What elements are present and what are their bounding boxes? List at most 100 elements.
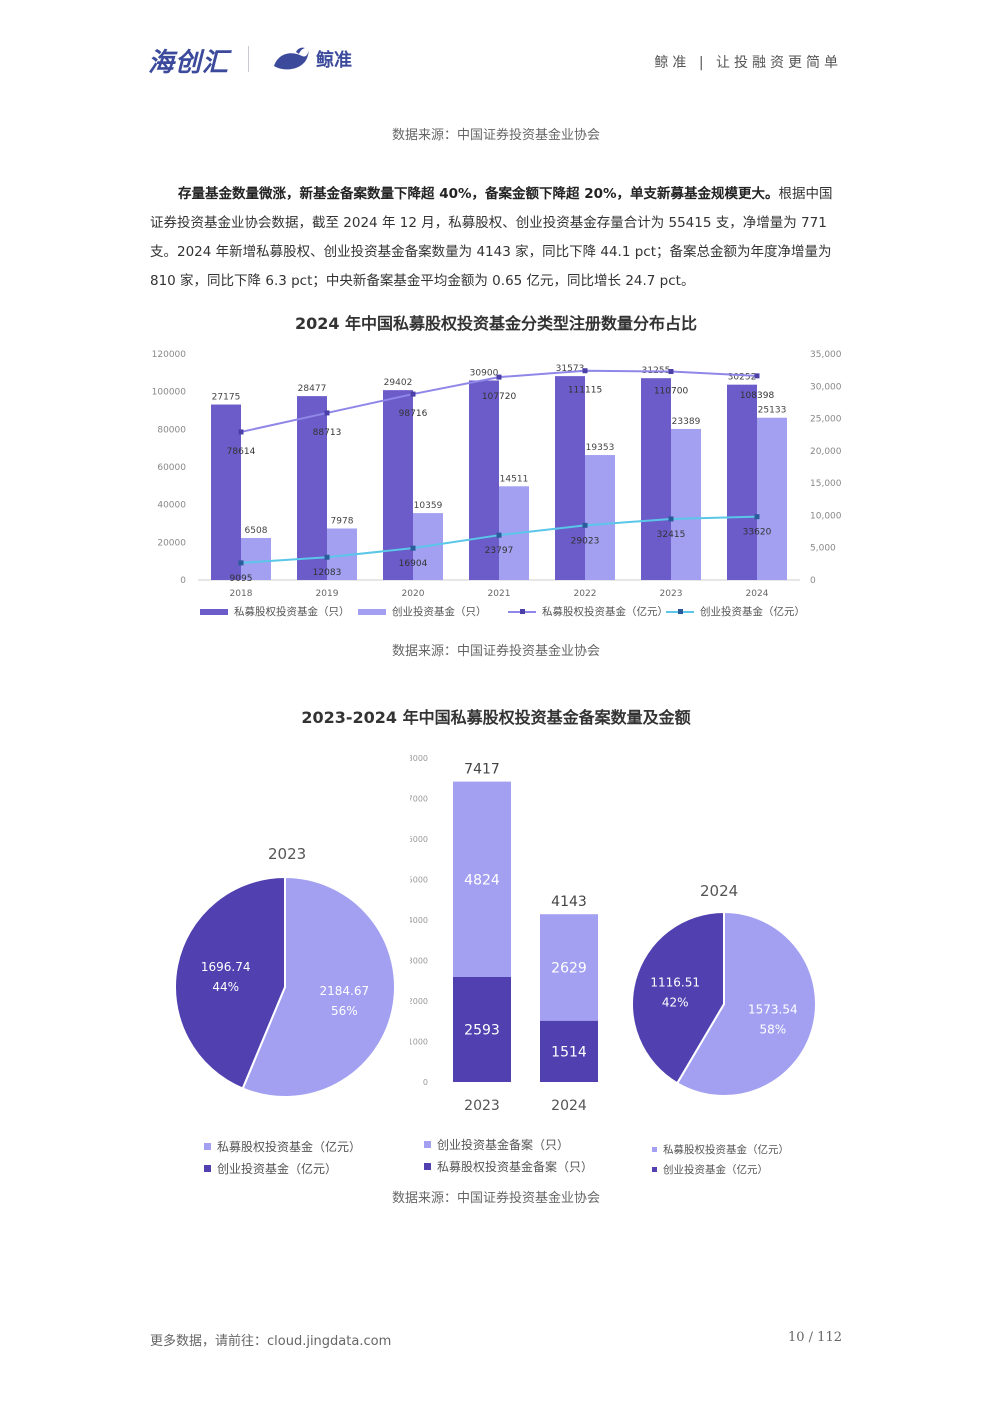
line-data-label: 110700	[654, 387, 689, 397]
pie-slice	[675, 910, 817, 1097]
pie-slice	[174, 875, 286, 1090]
legend-right-vc: 创业投资基金（亿元）	[652, 1162, 768, 1177]
line-point	[410, 545, 416, 551]
legend-label: 创业投资基金（亿元）	[700, 606, 805, 618]
bar-data-label: 10359	[414, 501, 443, 511]
legend-swatch	[424, 1163, 431, 1170]
line-point	[238, 429, 244, 435]
legend-label: 创业投资基金（亿元）	[217, 1162, 338, 1176]
line-point	[496, 374, 502, 380]
paragraph-bold: 存量基金数量微涨，新基金备案数量下降超 40%，备案金额下降超 20%，单支新募…	[178, 186, 779, 202]
legend-swatch	[204, 1143, 211, 1150]
pie-2024: 1573.54 58% 1116.51 42%	[631, 910, 817, 1097]
legend-mid-vc: 创业投资基金备案（只）	[424, 1136, 569, 1153]
chart1-source: 数据来源：中国证券投资基金业协会	[391, 644, 600, 659]
legend-vc-amount: 创业投资基金（亿元）	[666, 604, 805, 619]
pie-2023: 2184.67 56% 1696.74 44%	[174, 875, 396, 1098]
line-point	[410, 391, 416, 397]
total-data-label: 4143	[551, 894, 587, 910]
bar-data-label: 30252	[728, 373, 757, 383]
y-tick-right: 15,000	[810, 479, 842, 489]
line-data-label: 98716	[399, 409, 428, 419]
bar	[757, 417, 787, 580]
line-data-label: 29023	[571, 536, 600, 546]
legend-label: 私募股权投资基金（亿元）	[663, 1144, 789, 1156]
legend-pe-count: 私募股权投资基金（只）	[200, 604, 350, 619]
y-tick-left: 120000	[152, 350, 187, 360]
bar-data-label: 30900	[470, 368, 499, 378]
legend-swatch	[508, 608, 536, 615]
line-data-label: 78614	[227, 447, 256, 457]
slogan: 鲸准 | 让投融资更简单	[654, 55, 842, 71]
x-tick-label: 2023	[660, 589, 683, 599]
haichuanghui-logo: 海创汇	[148, 48, 230, 78]
x-tick-label: 2023	[464, 1098, 500, 1114]
x-tick-label: 2024	[551, 1098, 587, 1114]
y-tick-right: 35,000	[810, 350, 842, 360]
footer-link[interactable]: 更多数据，请前往：cloud.jingdata.com	[150, 1334, 392, 1349]
chart1-title: 2024 年中国私募股权投资基金分类型注册数量分布占比	[294, 314, 698, 333]
x-tick-label: 2021	[488, 589, 511, 599]
segment-data-label: 2629	[551, 960, 587, 976]
y-tick-left: 0	[180, 576, 186, 586]
y-tick-left: 80000	[157, 425, 186, 435]
legend-mid-pe: 私募股权投资基金备案（只）	[424, 1158, 593, 1175]
bar-data-label: 14511	[500, 474, 529, 484]
x-tick-label: 2019	[316, 589, 339, 599]
line-point	[668, 516, 674, 522]
logo-divider	[248, 46, 249, 72]
line-point	[754, 514, 760, 520]
bar-data-label: 31573	[556, 364, 585, 374]
y-tick-left: 20000	[157, 538, 186, 548]
y-tick: 0	[423, 1078, 428, 1087]
pie-2024-label: 2024	[700, 882, 739, 900]
paragraph-text: 根据中国证券投资基金业协会数据，截至 2024 年 12 月，私募股权、创业投资…	[150, 186, 833, 289]
legend-swatch	[204, 1165, 211, 1172]
chart2-source: 数据来源：中国证券投资基金业协会	[391, 1191, 600, 1206]
y-tick-right: 30,000	[810, 382, 842, 392]
line-data-label: 33620	[743, 528, 772, 538]
pie-percent-label: 44%	[212, 980, 239, 994]
legend-left-pe: 私募股权投资基金（亿元）	[204, 1138, 361, 1155]
line-data-label: 12083	[313, 568, 342, 578]
legend-left-vc: 创业投资基金（亿元）	[204, 1160, 337, 1177]
pie-value-label: 1696.74	[201, 960, 251, 974]
bar	[555, 376, 585, 580]
pie-value-label: 1116.51	[650, 976, 700, 990]
bar-data-label: 29402	[384, 378, 413, 388]
data-source-top: 数据来源：中国证券投资基金业协会	[391, 128, 600, 143]
line-data-label: 9095	[230, 574, 253, 584]
line-point	[668, 369, 674, 375]
total-data-label: 7417	[464, 762, 500, 778]
pie-value-label: 2184.67	[320, 984, 370, 998]
line-point	[238, 560, 244, 566]
line-data-label: 88713	[313, 428, 342, 438]
y-tick-right: 10,000	[810, 511, 842, 521]
y-tick-right: 20,000	[810, 447, 842, 457]
pie-slice	[241, 875, 396, 1098]
segment-data-label: 4824	[464, 872, 500, 888]
body-paragraph: 存量基金数量微涨，新基金备案数量下降超 40%，备案金额下降超 20%，单支新募…	[150, 180, 842, 296]
y-tick: 7000	[410, 795, 428, 804]
y-tick-right: 25,000	[810, 415, 842, 425]
chart2-title: 2023-2024 年中国私募股权投资基金备案数量及金额	[301, 708, 691, 727]
y-tick-right: 0	[810, 576, 816, 586]
pie-percent-label: 42%	[662, 996, 689, 1010]
legend-swatch	[666, 608, 694, 615]
y-tick: 6000	[410, 835, 428, 844]
legend-vc-count: 创业投资基金（只）	[358, 604, 487, 619]
bar-data-label: 23389	[672, 417, 701, 427]
bar	[641, 378, 671, 580]
x-tick-label: 2018	[230, 589, 253, 599]
jingdata-logo-text: 鲸准	[316, 50, 352, 71]
bar-data-label: 27175	[212, 393, 241, 403]
stacked-bar-segment	[540, 914, 598, 1021]
stacked-bar-chart: 0 1000 2000 3000 4000 5000 6000 7000 8000 2593 482…	[410, 754, 598, 1114]
line-data-label: 108398	[740, 391, 775, 401]
y-tick-right: 5,000	[810, 544, 836, 554]
legend-label: 私募股权投资基金备案（只）	[437, 1160, 594, 1174]
stacked-bar-segment	[540, 1020, 598, 1082]
bar	[585, 455, 615, 580]
legend-label: 私募股权投资基金（亿元）	[542, 606, 668, 618]
line-point	[754, 373, 760, 379]
